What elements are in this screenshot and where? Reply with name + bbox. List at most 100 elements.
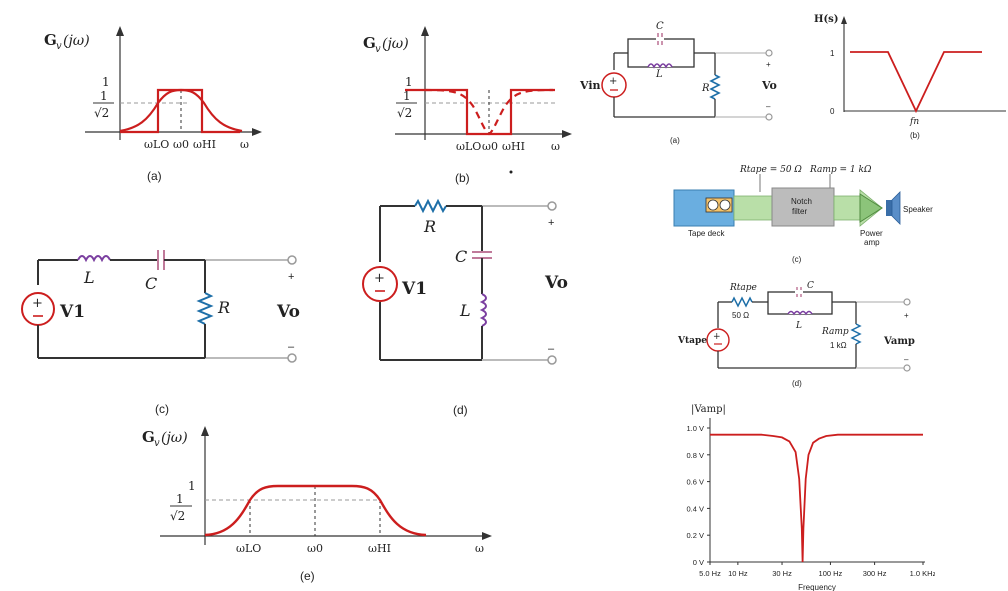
x-tick-label: 100 Hz — [819, 569, 843, 578]
source-v1 — [362, 266, 398, 302]
label-l: L — [795, 321, 802, 331]
ideal-notch — [405, 88, 555, 136]
resistor-r — [414, 198, 447, 214]
x-tick-label: 10 Hz — [728, 569, 748, 578]
inductor-l — [479, 293, 487, 327]
x-hi: ωHI — [193, 138, 216, 151]
real-notch — [424, 88, 554, 136]
ylabel-g: G — [44, 31, 57, 49]
x-0: ω0 — [307, 542, 323, 555]
label-source: V1 — [401, 279, 427, 299]
label-output: Vo — [761, 79, 777, 92]
caption-e: (e) — [300, 569, 315, 583]
ylabel-g: G — [142, 428, 155, 446]
r-tape-label: Rtape = 50 Ω — [739, 165, 802, 175]
tape-deck-label: Tape deck — [688, 229, 725, 238]
ylabel-sub: v — [375, 44, 381, 55]
x-lo: ωLO — [144, 138, 169, 151]
caption-c: (c) — [155, 402, 169, 416]
source-plus: + — [713, 332, 721, 342]
label-source: Vin — [579, 79, 601, 92]
inductor — [647, 63, 673, 69]
label-plus: + — [548, 217, 554, 229]
frac-num: 1 — [176, 492, 184, 506]
r-amp-label: Ramp = 1 kΩ — [809, 165, 872, 175]
y-tick-label: 0 V — [693, 558, 704, 567]
y-axis-arrow — [421, 26, 429, 36]
x-tick-label: 300 Hz — [863, 569, 887, 578]
x-tick-label: 30 Hz — [772, 569, 792, 578]
caption: (a) — [670, 136, 680, 145]
label-plus: + — [288, 271, 294, 283]
reel-right — [719, 199, 731, 211]
cap-gap — [795, 290, 803, 294]
x-tick-label: 1.0 KHz — [910, 569, 935, 578]
ylabel-g: G — [363, 34, 376, 52]
signal-arrow-1 — [733, 195, 773, 221]
terminal-bot — [903, 364, 911, 372]
x-omega: ω — [240, 138, 249, 151]
y-axis-arrow — [116, 26, 124, 36]
r-tape-label: Rtape — [729, 283, 757, 293]
terminal-top — [547, 201, 557, 211]
x-hi: ωHI — [368, 542, 391, 555]
source-plus: + — [32, 296, 43, 311]
terminal-bot — [547, 355, 557, 365]
tick-one: 1 — [405, 75, 413, 89]
label-minus: – — [288, 341, 295, 353]
resistor-amp — [850, 323, 862, 345]
caption-d: (d) — [453, 403, 468, 417]
label-c: C — [807, 281, 814, 291]
cap-gap — [656, 37, 664, 41]
label-l: L — [459, 301, 471, 320]
y-tick-label: 0.2 V — [686, 531, 704, 540]
label-output: Vo — [544, 273, 568, 293]
y-axis-arrow — [841, 16, 847, 24]
label-output: Vo — [276, 302, 300, 322]
label-minus: – — [766, 102, 771, 111]
y-tick-label: 0.8 V — [686, 451, 704, 460]
fn-label: fn — [909, 117, 919, 127]
reel-left — [707, 199, 719, 211]
block-diagram-c: Rtape = 50 Ω Ramp = 1 kΩ Notch filter Ta… — [673, 165, 933, 264]
ylabel-sub: v — [56, 41, 62, 52]
notch-line-1: Notch — [791, 197, 812, 206]
vamp-series-line — [710, 433, 923, 563]
label-c: C — [455, 247, 467, 266]
label-l: L — [655, 69, 663, 80]
r-tape-value: 50 Ω — [732, 311, 749, 320]
x-axis-arrow — [482, 532, 492, 540]
ylabel-sub: v — [154, 438, 160, 449]
ylabel-arg: (jω) — [63, 33, 90, 49]
label-r: R — [423, 217, 436, 236]
stray-dot — [509, 170, 513, 174]
terminal-top — [903, 298, 911, 306]
wide-bandpass — [204, 484, 427, 537]
label-output: Vamp — [883, 336, 915, 347]
ylabel-arg: (jω) — [382, 36, 409, 52]
label-source: V1 — [59, 302, 85, 322]
notch-circuit-a: + C L R Vin Vo + – (a) — [579, 21, 777, 145]
frac-den: √2 — [170, 509, 185, 523]
power-line-2: amp — [864, 238, 880, 247]
frac-num: 1 — [403, 89, 411, 103]
hs-curve — [850, 51, 982, 114]
terminal-top — [287, 255, 297, 265]
tick-one: 1 — [830, 49, 835, 58]
parallel-lc-box — [767, 291, 833, 315]
label-minus: – — [548, 343, 555, 355]
chart-ylabel: |Vamp| — [691, 404, 726, 415]
notch-filter-block — [771, 187, 835, 227]
x-omega: ω — [551, 140, 560, 153]
label-minus: – — [904, 355, 909, 364]
notch-plot-b: G v (jω) 1 1 √2 ωLO ω0 ωHI ω (b) — [363, 26, 572, 185]
real-bandpass — [119, 88, 243, 133]
source-plus: + — [374, 271, 385, 286]
resistor-tape — [731, 296, 753, 308]
speaker-body — [886, 200, 892, 216]
circuit-d: + R C L V1 Vo + – (d) — [362, 198, 568, 417]
caption: (b) — [910, 131, 920, 140]
notch-line-2: filter — [792, 207, 807, 216]
resistor-r — [196, 292, 214, 325]
label-source: Vtape — [677, 336, 707, 346]
